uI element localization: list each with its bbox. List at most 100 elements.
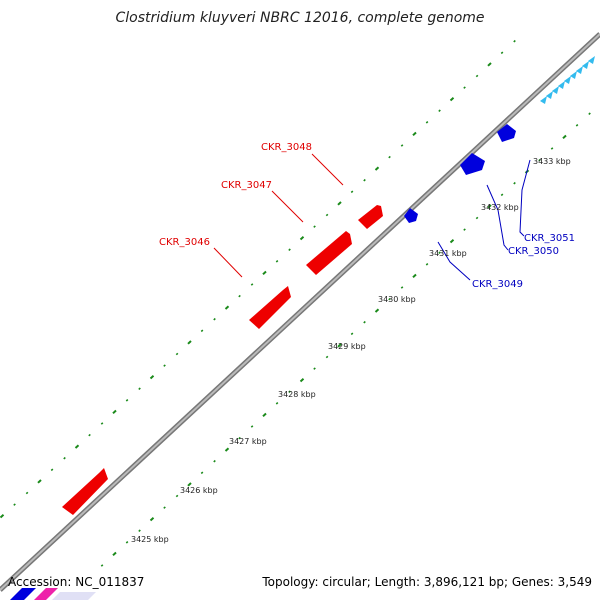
leader-line bbox=[271, 190, 304, 223]
reverse-gene-arrow bbox=[497, 124, 516, 142]
gc-dot bbox=[325, 213, 329, 217]
gc-dot bbox=[175, 352, 179, 356]
misc-feature-fragment bbox=[34, 588, 58, 600]
gc-dot bbox=[200, 471, 204, 475]
position-ticks: 3425 kbp 3426 kbp 3427 kbp 3428 kbp 3429… bbox=[131, 157, 571, 544]
leader-line bbox=[519, 159, 531, 237]
gc-dot bbox=[200, 329, 204, 333]
gene-label-ckr-3048: CKR_3048 bbox=[261, 142, 312, 153]
tick-label: 3426 kbp bbox=[180, 486, 218, 495]
gc-dot bbox=[187, 482, 192, 487]
gc-dot bbox=[163, 364, 166, 367]
gc-dot bbox=[337, 343, 342, 348]
gc-dot bbox=[337, 201, 342, 206]
tick-label: 3431 kbp bbox=[429, 249, 467, 258]
gc-dot bbox=[562, 134, 567, 140]
gc-dot bbox=[238, 294, 241, 298]
tick-label: 3428 kbp bbox=[278, 390, 316, 399]
tick-label: 3425 kbp bbox=[131, 535, 169, 544]
gc-dot bbox=[487, 204, 492, 209]
gc-dot bbox=[425, 263, 429, 266]
gc-dot bbox=[50, 468, 54, 472]
gc-dot bbox=[149, 517, 155, 522]
cyan-features bbox=[540, 56, 595, 104]
tick-label: 3430 kbp bbox=[378, 295, 416, 304]
gc-dot bbox=[374, 166, 380, 171]
leader-line bbox=[213, 247, 243, 278]
gc-track-outer bbox=[0, 39, 516, 519]
gc-dot bbox=[112, 551, 117, 557]
gc-dot bbox=[575, 124, 579, 127]
gc-dot bbox=[288, 390, 291, 393]
tick-label: 3429 kbp bbox=[328, 342, 366, 351]
gc-dot bbox=[187, 340, 192, 345]
reverse-gene-arrow bbox=[404, 208, 418, 223]
tick-label: 3427 kbp bbox=[229, 437, 267, 446]
gc-dot bbox=[213, 317, 216, 321]
gc-dot bbox=[400, 144, 404, 147]
gc-dot bbox=[175, 494, 179, 498]
gc-dot bbox=[513, 181, 516, 185]
gc-dot bbox=[388, 297, 391, 301]
tick-label: 3432 kbp bbox=[481, 203, 519, 212]
gc-dot bbox=[74, 444, 80, 449]
accession-text: Accession: NC_011837 bbox=[8, 575, 145, 589]
gc-dot bbox=[275, 402, 279, 405]
gc-dot bbox=[149, 375, 155, 380]
gc-dot bbox=[125, 399, 129, 402]
gc-dot bbox=[475, 74, 479, 78]
forward-gene-arrow bbox=[306, 231, 352, 275]
forward-genes bbox=[62, 205, 383, 515]
gene-label-ckr-3049: CKR_3049 bbox=[472, 279, 523, 290]
map-title: Clostridium kluyveri NBRC 12016, complet… bbox=[115, 10, 485, 26]
cyan-feature-arrow bbox=[576, 66, 583, 74]
forward-gene-labels: CKR_3046 CKR_3047 CKR_3048 bbox=[159, 142, 344, 278]
gc-dot bbox=[388, 155, 391, 159]
reverse-gene-arrow bbox=[460, 153, 485, 175]
gc-dot bbox=[363, 178, 366, 182]
gc-dot bbox=[125, 541, 129, 544]
faint-feature-fragment bbox=[52, 592, 96, 600]
forward-gene-arrow bbox=[358, 205, 383, 229]
gc-dot bbox=[288, 248, 291, 251]
gc-dot bbox=[325, 355, 329, 359]
gc-dot bbox=[425, 121, 429, 124]
gc-track-inner bbox=[100, 112, 591, 567]
cyan-feature-arrow bbox=[570, 71, 577, 79]
gc-dot bbox=[588, 112, 591, 115]
reverse-gene-labels: CKR_3049 CKR_3050 CKR_3051 bbox=[437, 159, 575, 290]
gc-dot bbox=[88, 433, 91, 437]
gc-dot bbox=[13, 503, 16, 506]
gc-dot bbox=[250, 425, 254, 428]
cyan-feature-arrow bbox=[582, 61, 589, 69]
gc-dot bbox=[313, 367, 316, 370]
cyan-feature-arrow bbox=[588, 56, 595, 64]
gc-dot bbox=[363, 320, 366, 324]
gc-dot bbox=[224, 447, 230, 452]
forward-gene-arrow bbox=[62, 468, 108, 515]
gc-dot bbox=[449, 97, 455, 102]
gc-dot bbox=[213, 459, 216, 463]
gene-label-ckr-3051: CKR_3051 bbox=[524, 233, 575, 244]
gc-dot bbox=[463, 228, 466, 231]
gc-dot bbox=[275, 260, 279, 263]
gene-label-ckr-3047: CKR_3047 bbox=[221, 180, 272, 191]
gc-dot bbox=[350, 332, 354, 336]
gc-dot bbox=[412, 131, 417, 137]
gc-dot bbox=[513, 39, 516, 43]
gene-label-ckr-3046: CKR_3046 bbox=[159, 237, 210, 248]
genome-summary-text: Topology: circular; Length: 3,896,121 bp… bbox=[262, 575, 592, 589]
gc-dot bbox=[313, 225, 316, 228]
gc-dot bbox=[412, 273, 417, 279]
gc-dot bbox=[0, 514, 5, 519]
cyan-feature-arrow bbox=[558, 81, 565, 89]
tick-label: 3433 kbp bbox=[533, 157, 571, 166]
gc-dot bbox=[438, 109, 441, 112]
gc-dot bbox=[550, 147, 554, 150]
forward-gene-arrow bbox=[249, 286, 291, 329]
gc-dot bbox=[63, 456, 66, 460]
leader-line bbox=[311, 153, 344, 186]
gc-dot bbox=[350, 190, 354, 194]
